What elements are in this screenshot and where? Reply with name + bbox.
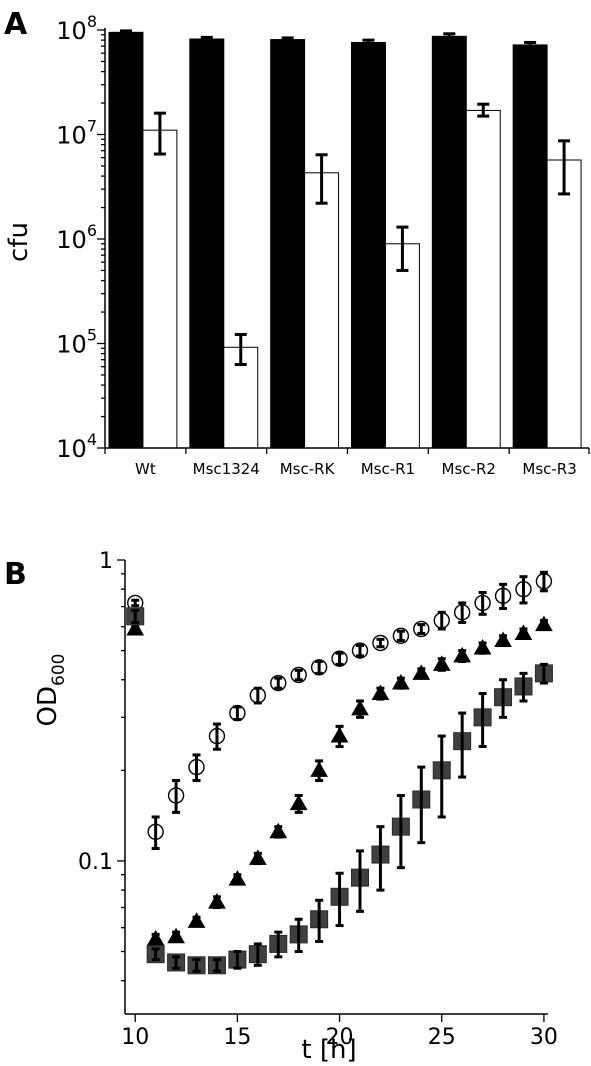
x-tick-label: Msc-R2	[442, 460, 496, 478]
y-tick-label: 107	[56, 117, 97, 150]
panel-a-axes: Wt Msc1324 Msc-RK Msc-R1 Msc-R2 Msc-R31041051…	[56, 12, 590, 478]
panel-label-b: B	[4, 557, 27, 592]
y-tick-label: 106	[56, 221, 97, 254]
panel-a-plot-area	[108, 29, 582, 449]
bar-filled	[431, 35, 467, 449]
x-tick-label: Wt	[135, 460, 156, 478]
panel-b-axes: 10 15 20 25 30 0.1 1	[78, 549, 558, 1050]
x-tick-label: Msc-RK	[280, 460, 336, 478]
x-tick-label: 15	[223, 1025, 251, 1050]
y-tick-label-exponent: 5	[87, 326, 97, 345]
x-tick-label: Msc1324	[193, 460, 260, 478]
bar-open	[384, 243, 420, 449]
x-tick-label: Msc-R1	[361, 460, 415, 478]
y-tick-label: 0.1	[78, 850, 113, 875]
bar-filled	[189, 38, 225, 449]
bar-filled	[351, 41, 386, 449]
bar-filled	[270, 39, 306, 449]
bar-open	[465, 109, 501, 449]
panel-b-plot-area	[126, 570, 553, 975]
x-tick-label: Msc-R3	[522, 460, 576, 478]
x-tick-label: 30	[530, 1025, 558, 1050]
panel-b: B OD600 t [h] 10 15 20 25 30 0.1 1	[4, 549, 558, 1065]
y-tick-label: 104	[56, 430, 97, 463]
panel-a: A cfu Wt Msc1324 Msc-RK Msc-R1 Msc-R2 Msc-R3 1…	[4, 7, 590, 478]
bar-open	[546, 159, 582, 449]
y-tick-label-base: 10	[56, 17, 87, 45]
panel-b-y-axis-label-main: OD	[33, 686, 63, 727]
y-tick-label-exponent: 4	[87, 430, 97, 449]
y-tick-label: 108	[56, 12, 97, 45]
x-tick-label: 10	[121, 1025, 149, 1050]
y-tick-label: 105	[56, 326, 97, 359]
y-tick-label-base: 10	[56, 122, 87, 150]
y-tick-label-exponent: 8	[87, 12, 97, 31]
panel-b-y-axis-label: OD600	[33, 654, 69, 727]
y-tick-label-exponent: 6	[87, 221, 97, 240]
bar-filled	[512, 44, 548, 449]
y-tick-label-base: 10	[56, 226, 87, 254]
y-tick-label-exponent: 7	[87, 117, 97, 136]
bar-open	[142, 129, 178, 449]
x-tick-label: 25	[428, 1025, 456, 1050]
bar-open	[304, 172, 340, 449]
y-tick-label: 1	[99, 549, 113, 574]
x-tick-label: 20	[326, 1025, 354, 1050]
y-tick-label-base: 10	[56, 331, 87, 359]
panel-b-y-axis-label-sub: 600	[49, 654, 69, 686]
panel-label-a: A	[4, 7, 28, 42]
panel-a-y-axis-label: cfu	[4, 222, 34, 262]
bar-filled	[108, 31, 144, 449]
panel-b-x-axis-label: t [h]	[301, 1035, 356, 1065]
y-tick-label-base: 10	[56, 435, 87, 463]
